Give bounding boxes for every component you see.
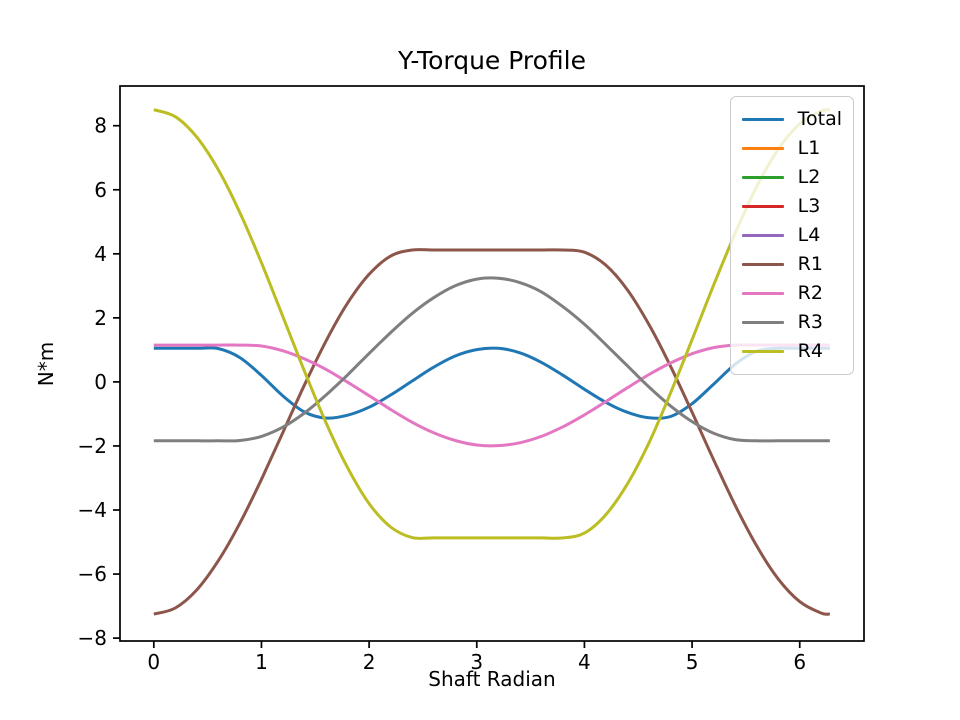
- y-tick-label: −4: [78, 498, 107, 522]
- axes-spines: [119, 85, 865, 642]
- y-tick-label: 2: [94, 306, 107, 330]
- legend-line-sample: [741, 118, 784, 121]
- y-tick-label: 6: [94, 178, 107, 202]
- legend-entry-L2: L2: [741, 163, 842, 192]
- series-line-R4: [153, 108, 831, 540]
- legend-line-sample: [741, 263, 784, 266]
- legend-entry-L4: L4: [741, 221, 842, 250]
- legend-line-sample: [741, 234, 784, 237]
- legend-line-sample: [741, 205, 784, 208]
- legend-label: R2: [797, 282, 823, 304]
- series-line-R1: [153, 248, 831, 616]
- y-tick-label: 8: [94, 114, 107, 138]
- legend-label: R4: [797, 340, 823, 362]
- x-tick-label: 6: [793, 650, 806, 674]
- legend-label: Total: [797, 108, 842, 130]
- legend-entry-R3: R3: [741, 308, 842, 337]
- legend-line-sample: [741, 321, 784, 324]
- legend-line-sample: [741, 147, 784, 150]
- legend-entry-L1: L1: [741, 134, 842, 163]
- x-tick-label: 5: [686, 650, 699, 674]
- legend-entry-R4: R4: [741, 337, 842, 366]
- series-line-Total: [153, 346, 830, 420]
- legend-entry-R1: R1: [741, 250, 842, 279]
- legend: Total L1 L2 L3 L4 R1 R2 R3 R4: [729, 96, 854, 375]
- y-tick-label: −2: [78, 434, 107, 458]
- y-tick-label: 4: [94, 242, 107, 266]
- y-tick-label: −6: [78, 562, 107, 586]
- legend-line-sample: [741, 176, 784, 179]
- x-tick-label: 3: [470, 650, 483, 674]
- x-tick-label: 2: [363, 650, 376, 674]
- x-tick-label: 1: [255, 650, 268, 674]
- legend-line-sample: [741, 292, 784, 295]
- x-tick-label: 0: [147, 650, 160, 674]
- legend-entry-Total: Total: [741, 105, 842, 134]
- legend-label: L2: [797, 166, 821, 188]
- series-line-R2: [153, 343, 830, 448]
- legend-entry-R2: R2: [741, 279, 842, 308]
- legend-label: L4: [797, 224, 821, 246]
- legend-entry-L3: L3: [741, 192, 842, 221]
- y-axis-label: N*m: [34, 341, 58, 387]
- chart-title: Y-Torque Profile: [398, 46, 586, 75]
- x-axis-label: Shaft Radian: [428, 667, 556, 691]
- legend-label: L1: [797, 137, 821, 159]
- legend-line-sample: [741, 350, 784, 353]
- legend-label: R1: [797, 253, 823, 275]
- y-tick-label: 0: [94, 370, 107, 394]
- legend-label: R3: [797, 311, 823, 333]
- x-tick-label: 4: [578, 650, 591, 674]
- series-line-R3: [153, 276, 830, 443]
- legend-label: L3: [797, 195, 821, 217]
- y-tick-label: −8: [78, 626, 107, 650]
